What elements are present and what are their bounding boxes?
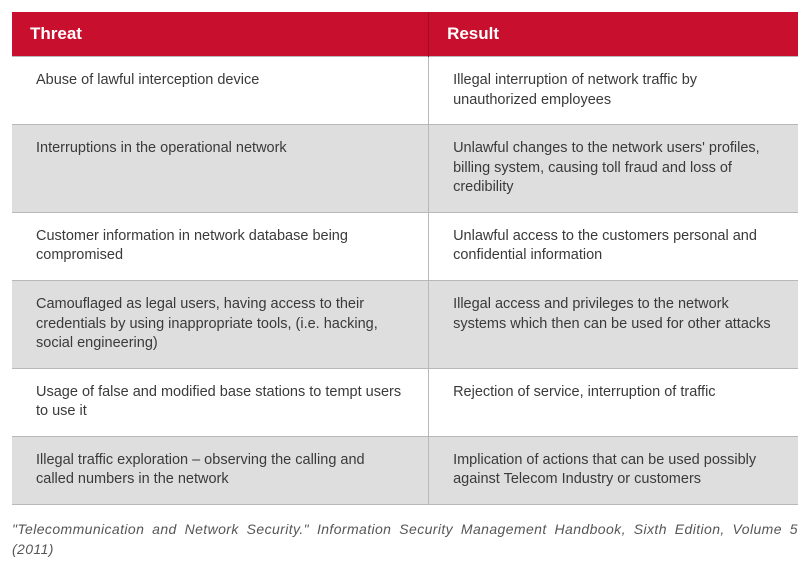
cell-threat: Interruptions in the operational network bbox=[12, 125, 429, 213]
cell-threat: Usage of false and modified base station… bbox=[12, 368, 429, 436]
table-row: Customer information in network database… bbox=[12, 212, 798, 280]
cell-result: Illegal interruption of network traffic … bbox=[429, 57, 798, 125]
cell-result: Implication of actions that can be used … bbox=[429, 436, 798, 504]
table-row: Interruptions in the operational network… bbox=[12, 125, 798, 213]
column-header-threat: Threat bbox=[12, 12, 429, 57]
cell-result: Rejection of service, interruption of tr… bbox=[429, 368, 798, 436]
citation-text: "Telecommunication and Network Security.… bbox=[12, 519, 798, 560]
cell-threat: Camouflaged as legal users, having acces… bbox=[12, 280, 429, 368]
table-row: Usage of false and modified base station… bbox=[12, 368, 798, 436]
table-row: Illegal traffic exploration – observing … bbox=[12, 436, 798, 504]
cell-threat: Illegal traffic exploration – observing … bbox=[12, 436, 429, 504]
table-header-row: Threat Result bbox=[12, 12, 798, 57]
cell-threat: Customer information in network database… bbox=[12, 212, 429, 280]
table-row: Camouflaged as legal users, having acces… bbox=[12, 280, 798, 368]
column-header-result: Result bbox=[429, 12, 798, 57]
cell-threat: Abuse of lawful interception device bbox=[12, 57, 429, 125]
cell-result: Unlawful changes to the network users' p… bbox=[429, 125, 798, 213]
threat-result-table: Threat Result Abuse of lawful intercepti… bbox=[12, 12, 798, 505]
table-row: Abuse of lawful interception device Ille… bbox=[12, 57, 798, 125]
cell-result: Illegal access and privileges to the net… bbox=[429, 280, 798, 368]
cell-result: Unlawful access to the customers persona… bbox=[429, 212, 798, 280]
